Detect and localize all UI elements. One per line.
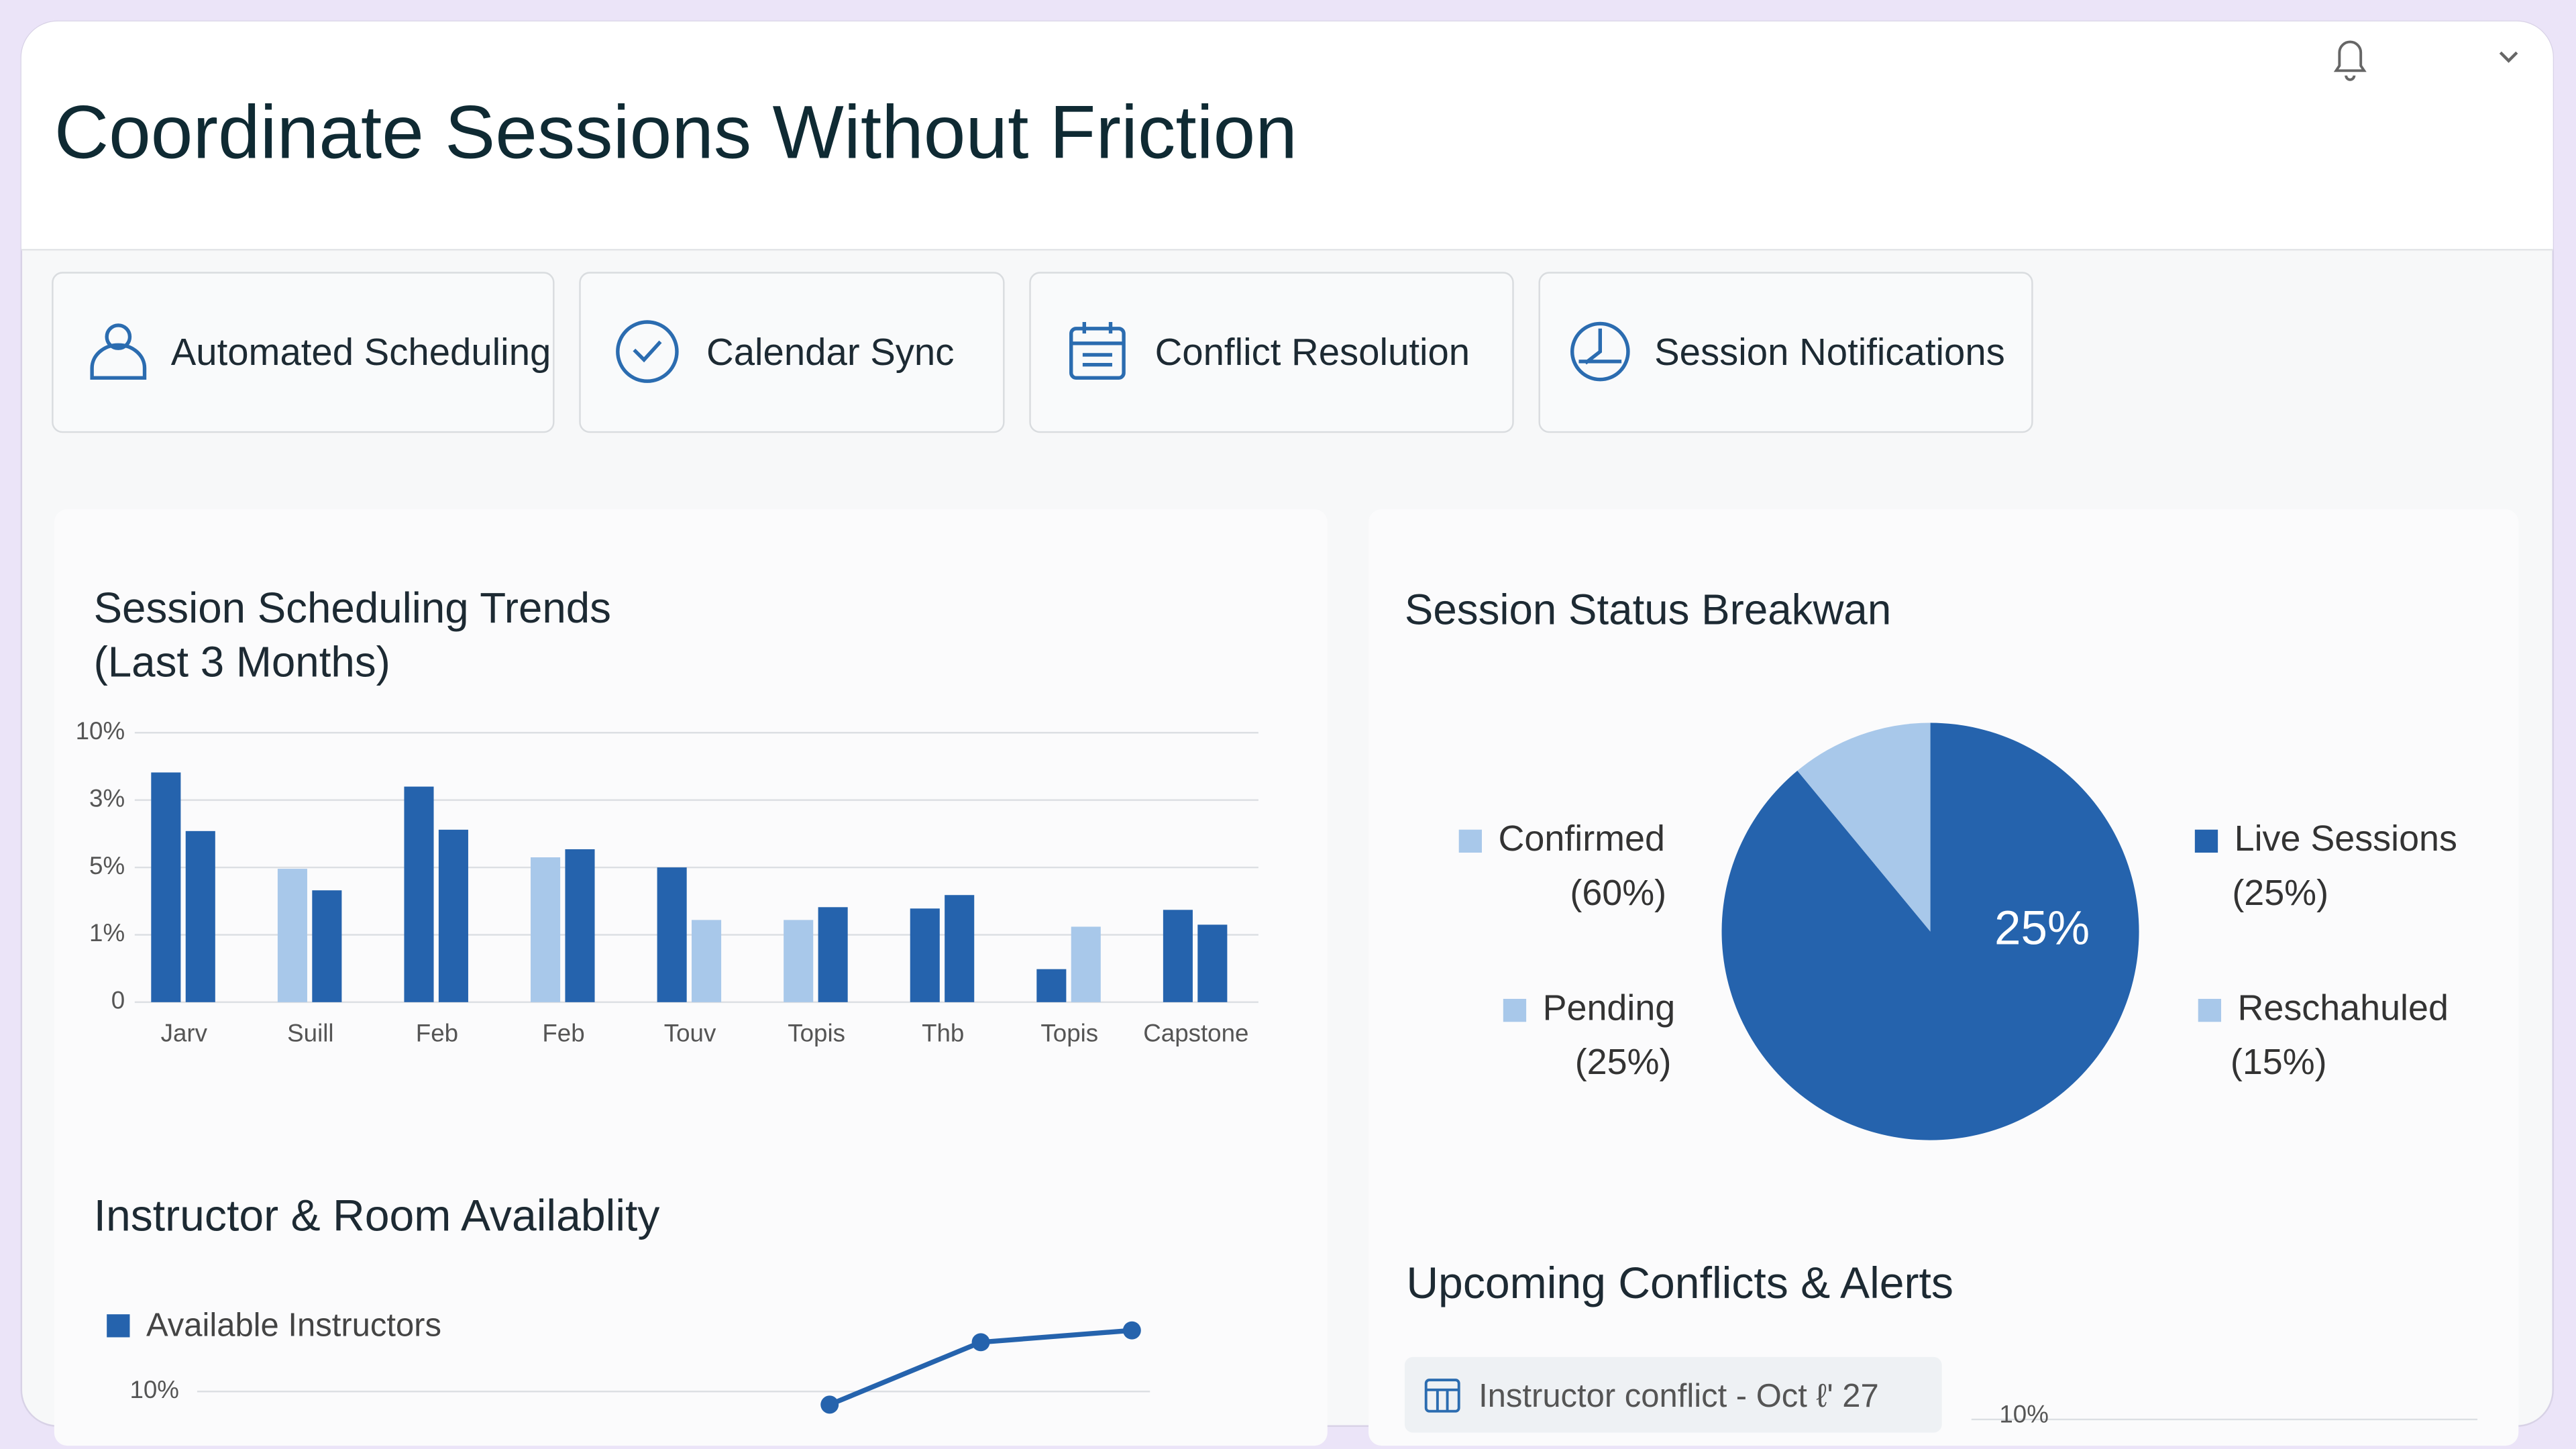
legend-label: Confirmed	[1498, 818, 1664, 859]
y-tick-label: 0	[111, 987, 125, 1014]
y-tick-label: 10%	[76, 717, 125, 745]
feature-label: Session Notifications	[1654, 331, 2005, 373]
point	[820, 1395, 839, 1414]
x-tick-label: Topis	[1040, 1020, 1098, 1047]
chart-title: Session Scheduling Trends	[94, 584, 611, 632]
feature-button[interactable]: Conflict Resolution	[1029, 272, 1514, 433]
point	[971, 1333, 990, 1352]
feature-label: Calendar Sync	[706, 331, 954, 373]
point	[1122, 1321, 1141, 1340]
x-tick-label: Topis	[788, 1020, 845, 1047]
x-tick-label: Feb	[416, 1020, 458, 1047]
feature-button[interactable]: Automated Scheduling	[52, 272, 555, 433]
menu-chevron[interactable]	[2499, 51, 2518, 63]
chart-title: Session Status Breakwan	[1405, 586, 1891, 633]
y-tick-label: 1%	[89, 919, 125, 947]
legend-label: Reschahuled	[2238, 987, 2449, 1028]
feature-label: Automated Scheduling	[171, 331, 551, 373]
legend-value: (60%)	[1570, 873, 1666, 913]
bar	[1036, 969, 1067, 1002]
bar	[784, 920, 814, 1002]
legend-swatch	[1458, 829, 1482, 853]
x-tick-label: Thb	[922, 1020, 964, 1047]
header-bar	[21, 21, 2553, 250]
legend-value: (25%)	[2232, 873, 2328, 913]
legend-swatch	[2194, 829, 2218, 853]
legend-swatch	[2198, 998, 2222, 1022]
axis-label: 10%	[1999, 1401, 2049, 1428]
bar	[945, 895, 975, 1002]
legend-swatch	[1503, 998, 1527, 1022]
alert-item[interactable]: Instructor conflict - Oct ℓ' 27	[1404, 1356, 1942, 1433]
bar	[910, 908, 940, 1002]
pie-slice	[1721, 722, 2139, 1140]
feature-label: Conflict Resolution	[1155, 331, 1470, 373]
bar	[1197, 924, 1228, 1002]
bar	[312, 890, 342, 1002]
legend-label: Pending	[1543, 987, 1676, 1028]
bar	[692, 920, 722, 1002]
bar	[151, 772, 181, 1002]
bell-icon[interactable]	[2333, 40, 2367, 81]
legend-value: (15%)	[2231, 1042, 2327, 1082]
legend-value: (25%)	[1575, 1042, 1672, 1082]
feature-button[interactable]: Calendar Sync	[579, 272, 1005, 433]
y-tick-label: 10%	[129, 1376, 179, 1403]
x-tick-label: Suill	[287, 1020, 333, 1047]
chart-subtitle: (Last 3 Months)	[94, 639, 390, 686]
bar	[185, 830, 215, 1002]
y-tick-label: 3%	[89, 784, 125, 812]
slice-annotation: 25%	[1994, 902, 2090, 955]
bar	[1163, 910, 1193, 1002]
y-tick-label: 5%	[89, 852, 125, 879]
legend-label: Available Instructors	[146, 1307, 441, 1344]
chart-title: Instructor & Room Availablity	[94, 1191, 660, 1241]
legend-swatch	[107, 1314, 130, 1338]
bar	[657, 867, 687, 1002]
alert-text: Instructor conflict - Oct ℓ' 27	[1479, 1378, 1879, 1414]
bar	[277, 869, 307, 1002]
x-tick-label: Jarv	[161, 1020, 208, 1047]
bar	[404, 786, 434, 1002]
feature-button[interactable]: Session Notifications	[1538, 272, 2033, 433]
card	[54, 509, 1328, 1446]
pie-slice	[1797, 722, 1931, 932]
section-title: Upcoming Conflicts & Alerts	[1406, 1258, 1953, 1308]
bar	[531, 857, 561, 1002]
legend-label: Live Sessions	[2235, 818, 2457, 859]
x-tick-label: Feb	[542, 1020, 584, 1047]
x-tick-label: Capstone	[1143, 1020, 1248, 1047]
bar	[565, 849, 595, 1002]
bar	[818, 907, 848, 1002]
page-title: Coordinate Sessions Without Friction	[54, 89, 1297, 174]
bar	[1071, 926, 1101, 1002]
x-tick-label: Touv	[664, 1020, 716, 1047]
bar	[438, 829, 468, 1002]
